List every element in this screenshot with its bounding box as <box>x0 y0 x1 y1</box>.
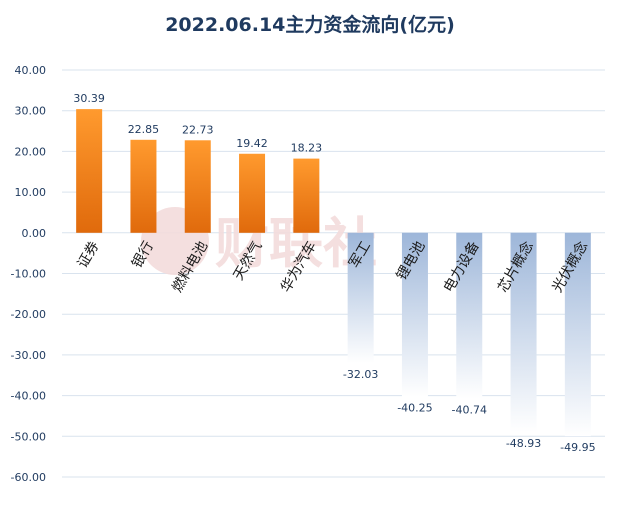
y-tick-label: -50.00 <box>11 430 46 443</box>
bar-4 <box>293 158 320 233</box>
bar-7 <box>456 232 483 399</box>
y-tick-label: -20.00 <box>11 308 46 321</box>
data-labels: 30.39 22.85 22.73 19.42 18.23 -32.03 -40.25 -40… <box>73 92 595 454</box>
bar-1 <box>130 139 157 233</box>
y-tick-label: 20.00 <box>15 145 47 158</box>
bar-3 <box>239 153 266 233</box>
data-label-1: 22.85 <box>128 123 160 136</box>
y-tick-label: -30.00 <box>11 349 46 362</box>
data-label-8: -48.93 <box>506 437 541 450</box>
data-label-4: 18.23 <box>291 142 323 155</box>
y-tick-label: 40.00 <box>15 64 47 77</box>
data-label-2: 22.73 <box>182 123 214 136</box>
bar-5 <box>347 232 374 364</box>
bar-0 <box>76 109 103 233</box>
bar-9 <box>564 232 591 437</box>
data-label-7: -40.74 <box>452 404 487 417</box>
bar-6 <box>401 232 428 397</box>
bar-8 <box>510 232 537 432</box>
bars <box>76 109 591 437</box>
category-label-0: 证券 <box>75 239 103 271</box>
data-label-0: 30.39 <box>73 92 105 105</box>
data-label-3: 19.42 <box>236 137 268 150</box>
chart-title: 2022.06.14主力资金流向(亿元) <box>165 13 455 36</box>
y-axis-ticks: 40.00 30.00 20.00 10.00 0.00 -10.00 -20.00 -30.… <box>11 64 46 484</box>
y-tick-label: 30.00 <box>15 105 47 118</box>
y-tick-label: 0.00 <box>22 227 47 240</box>
data-label-9: -49.95 <box>560 441 595 454</box>
y-tick-label: -10.00 <box>11 268 46 281</box>
y-tick-label: -40.00 <box>11 390 46 403</box>
data-label-6: -40.25 <box>397 402 432 415</box>
bar-2 <box>184 140 211 233</box>
y-tick-label: -60.00 <box>11 471 46 484</box>
y-tick-label: 10.00 <box>15 186 47 199</box>
data-label-5: -32.03 <box>343 368 378 381</box>
